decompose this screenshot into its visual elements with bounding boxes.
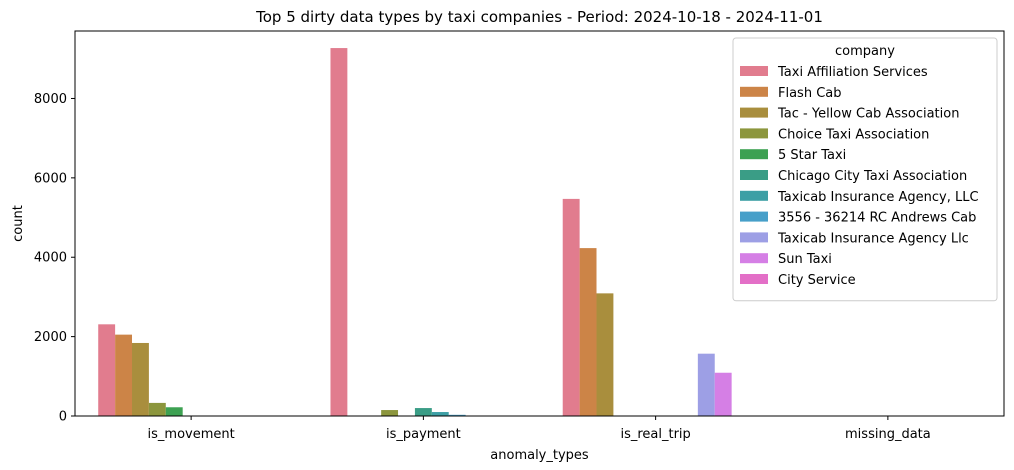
y-tick-label: 4000: [34, 251, 67, 266]
chart-title: Top 5 dirty data types by taxi companies…: [255, 8, 823, 26]
legend-label: Taxicab Insurance Agency, LLC: [777, 190, 979, 205]
legend-swatch: [740, 128, 768, 139]
legend-label: City Service: [778, 273, 856, 288]
legend-label: 5 Star Taxi: [778, 148, 846, 163]
legend-swatch: [740, 232, 768, 243]
legend: company Taxi Affiliation Services Flash C…: [732, 37, 998, 302]
bar-is_movement-3: [132, 342, 149, 416]
legend-swatch: [740, 190, 768, 201]
bar-is_payment-6: [414, 408, 432, 416]
y-tick-label: 0: [59, 410, 67, 425]
bar-is_payment-7: [431, 412, 449, 416]
legend-frame: [732, 37, 998, 302]
legend-swatch: [740, 107, 768, 118]
bar-is_real_trip-2: [579, 248, 597, 416]
y-axis-title: count: [11, 205, 26, 242]
legend-label: Taxicab Insurance Agency Llc: [777, 231, 969, 246]
plot-frame: [74, 30, 1005, 417]
x-tick-label: missing_data: [845, 427, 931, 442]
legend-swatch: [740, 66, 768, 76]
legend-label: Choice Taxi Association: [778, 127, 929, 142]
y-tick-label: 2000: [34, 330, 67, 345]
x-tick-label: is_movement: [148, 427, 235, 442]
bar-is_real_trip-1: [562, 198, 580, 416]
legend-label: Sun Taxi: [778, 252, 832, 267]
bar-is_payment-1: [330, 48, 348, 416]
legend-swatch: [740, 274, 768, 284]
legend-swatch: [740, 149, 768, 160]
x-axis-title: anomaly_types: [490, 448, 589, 463]
bar-is_real_trip-9: [697, 353, 715, 416]
bar-is_real_trip-3: [596, 293, 614, 416]
legend-label: Flash Cab: [778, 86, 842, 101]
legend-title: company: [835, 44, 895, 59]
legend-swatch: [740, 86, 768, 97]
legend-swatch: [740, 170, 768, 180]
bar-is_payment-8: [448, 414, 466, 416]
bar-is_movement-5: [165, 407, 183, 416]
legend-swatch: [740, 253, 768, 264]
legend-label: 3556 - 36214 RC Andrews Cab: [778, 211, 976, 226]
y-tick-label: 6000: [34, 171, 67, 186]
bar-is_movement-2: [115, 334, 133, 416]
bar-is_movement-1: [98, 324, 116, 416]
bar-is_real_trip-10: [714, 372, 732, 416]
legend-label: Chicago City Taxi Association: [778, 169, 967, 184]
bar-is_payment-4: [381, 410, 399, 416]
bar-is_movement-4: [148, 402, 166, 416]
bars-layer: [98, 48, 732, 416]
y-tick-label: 8000: [34, 92, 67, 107]
legend-label: Tac - Yellow Cab Association: [777, 107, 959, 122]
x-tick-label: is_real_trip: [620, 427, 690, 442]
y-axis: 0 2000 4000 6000 8000: [34, 92, 75, 425]
x-tick-label: is_payment: [386, 427, 461, 442]
legend-swatch: [740, 211, 768, 222]
legend-label: Taxi Affiliation Services: [777, 65, 928, 80]
x-axis: is_movement is_payment is_real_trip missing…: [148, 416, 931, 442]
